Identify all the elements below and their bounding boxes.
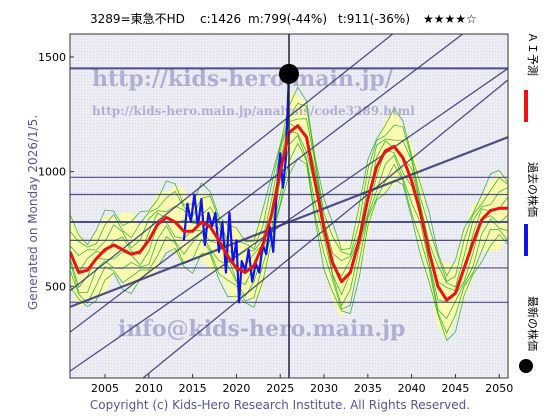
y-tick-label: 1500 [38,51,66,64]
marker-layer [279,34,299,378]
watermark-layer: http://kids-hero.main.jp/ http://kids-he… [92,66,415,342]
x-tick-label: 2035 [354,382,382,395]
legend-latest-label: 最新の株価 [526,296,540,351]
y-tick-label: 500 [45,280,66,293]
latest-price-point [279,63,299,84]
series-line-past-price [182,73,291,304]
watermark-page: http://kids-hero.main.jp/analysis/code32… [92,104,415,118]
x-tick-label: 2020 [222,382,250,395]
header-min: m:799(-44%) [248,12,327,26]
header-target: t:911(-36%) [338,12,410,26]
copyright-text: Copyright (c) Kids-Hero Research Institu… [90,398,470,412]
x-tick-label: 2005 [91,382,119,395]
x-tick-label: 2045 [441,382,469,395]
x-tick-label: 2015 [179,382,207,395]
legend: ＡＩ予測 過去の株価 最新の株価 [519,32,540,373]
legend-past-label: 過去の株価 [526,162,540,217]
x-tick-label: 2025 [266,382,294,395]
legend-latest-dot [519,359,533,373]
axis-ticks: 2005 2010 2015 2020 2025 2030 2035 2040 2045 2050… [38,51,513,395]
x-tick-label: 2030 [310,382,338,395]
header-code-name: 3289=東急不HD [90,11,185,26]
y-tick-label: 1000 [38,166,66,179]
watermark-site: http://kids-hero.main.jp/ [92,66,394,92]
header-close: c:1426 [200,12,241,26]
x-tick-label: 2040 [398,382,426,395]
header-rating: ★★★★☆ [423,12,477,26]
watermark-email: info@kids-hero.main.jp [118,316,405,342]
plot-frame [69,33,509,379]
x-tick-label: 2010 [135,382,163,395]
legend-ai-label: ＡＩ予測 [526,32,540,76]
generated-date-text: Generated on Monday 2026/1/5. [26,115,40,310]
x-tick-label: 2050 [485,382,513,395]
